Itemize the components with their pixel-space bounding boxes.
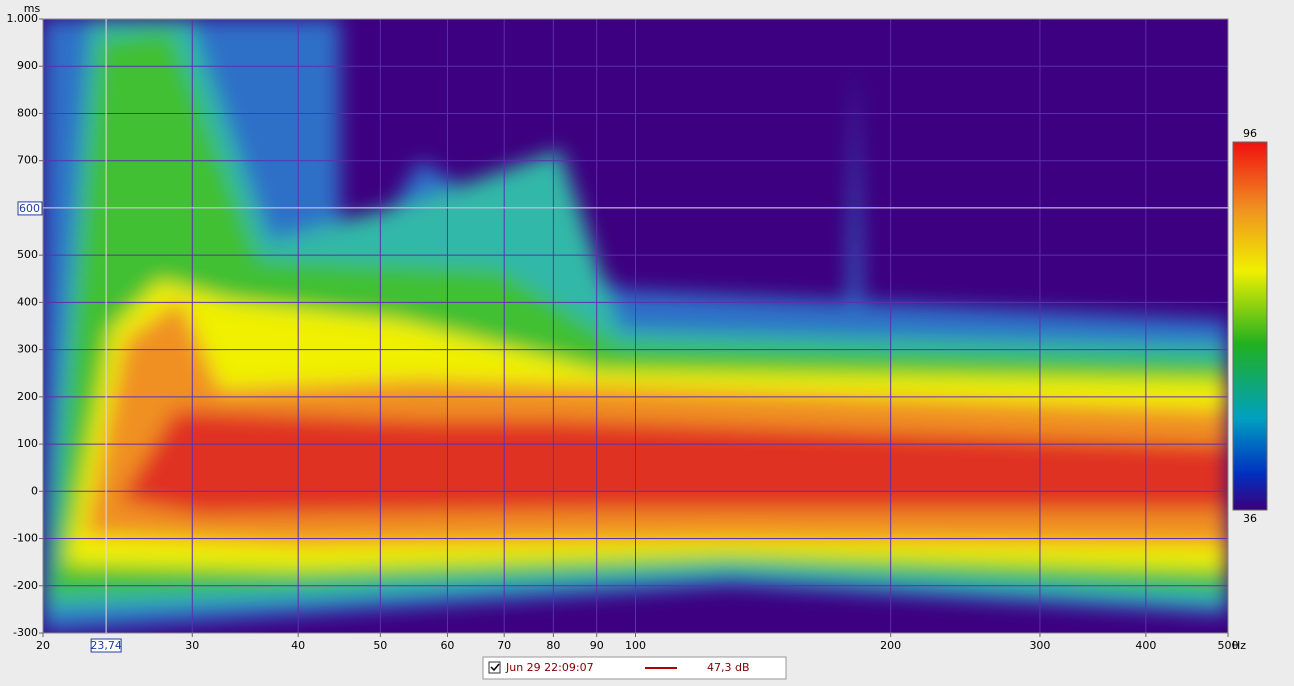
y-tick-label: -200 <box>13 579 38 592</box>
y-tick-label: 800 <box>17 106 38 119</box>
y-tick-label: 200 <box>17 390 38 403</box>
y-tick-label: 400 <box>17 295 38 308</box>
axes: -300 -200 -100 0 100 200 300 400 500 600 700 800 900… <box>7 12 1267 653</box>
x-tick-label: 300 <box>1029 639 1050 652</box>
x-tick-label: 70 <box>497 639 511 652</box>
colorbar <box>1232 141 1268 511</box>
x-tick-label: 60 <box>440 639 454 652</box>
y-tick-label: 0 <box>31 484 38 497</box>
y-tick-label: 100 <box>17 437 38 450</box>
y-tick-label: 1.000 <box>7 12 39 25</box>
legend-checkbox[interactable] <box>488 661 501 674</box>
y-tick-label: 300 <box>17 343 38 356</box>
x-tick-label: 90 <box>590 639 604 652</box>
x-tick-label: 80 <box>546 639 560 652</box>
x-tick-label: 500 <box>1218 639 1239 652</box>
legend-name: Jun 29 22:09:07 <box>505 661 594 674</box>
colorbar-tick-label: 96 <box>1243 127 1257 140</box>
check-mark <box>490 663 500 672</box>
x-tick-label: 400 <box>1135 639 1156 652</box>
x-tick-label: 20 <box>36 639 50 652</box>
y-axis-label: ms <box>24 2 41 15</box>
x-tick-label: 200 <box>880 639 901 652</box>
y-tick-label: 700 <box>17 154 38 167</box>
x-axis-label: Hz <box>1232 639 1246 652</box>
y-tick-label: -300 <box>13 626 38 639</box>
cursor-y-box <box>17 201 43 216</box>
legend: Jun 29 22:09:07 47,3 dB <box>482 656 787 680</box>
y-tick-label: 500 <box>17 248 38 261</box>
y-tick-label: 900 <box>17 59 38 72</box>
x-tick-label: 40 <box>291 639 305 652</box>
x-tick-label: 100 <box>625 639 646 652</box>
cursor-x-box <box>90 638 122 653</box>
legend-level: 47,3 dB <box>707 661 750 674</box>
cursor-x-label: 23,74 <box>90 639 122 652</box>
y-tick-label: -100 <box>13 532 38 545</box>
x-tick-label: 50 <box>373 639 387 652</box>
cursor-y-label: 600 <box>19 202 40 215</box>
x-tick-label: 30 <box>185 639 199 652</box>
legend-box <box>482 656 787 680</box>
colorbar-tick-label: 36 <box>1243 512 1257 525</box>
